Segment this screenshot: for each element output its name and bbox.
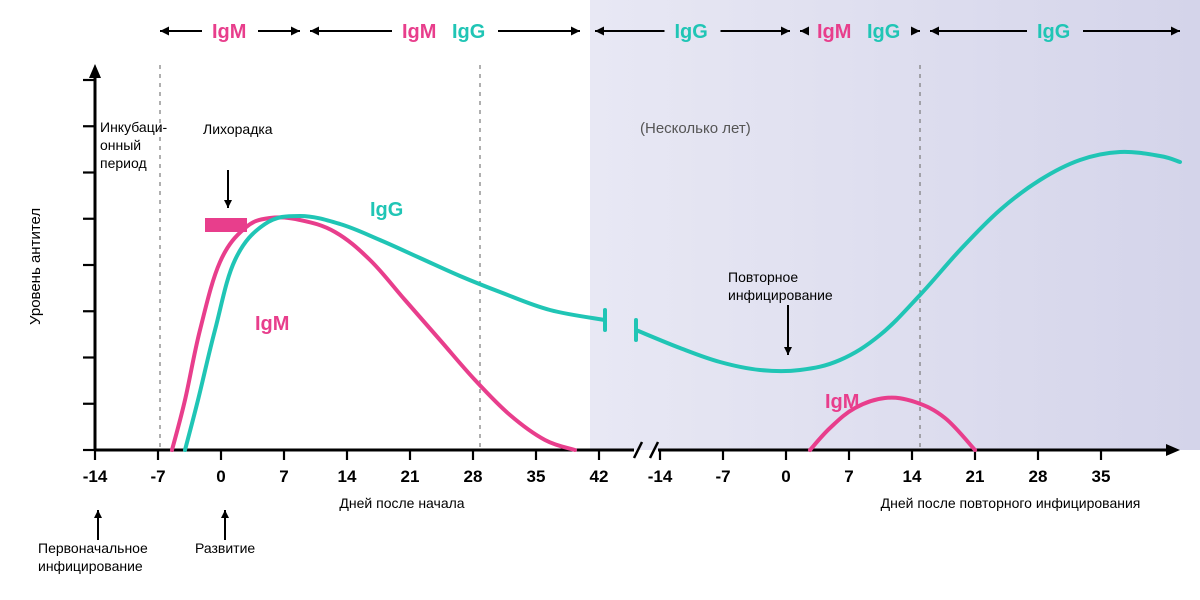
svg-text:IgG: IgG bbox=[370, 199, 403, 221]
svg-text:онный: онный bbox=[100, 137, 141, 153]
svg-text:Дней после начала: Дней после начала bbox=[339, 495, 464, 511]
svg-text:-7: -7 bbox=[150, 467, 165, 486]
svg-text:0: 0 bbox=[781, 467, 790, 486]
antibody-chart: IgM IgM IgG IgG IgM IgG IgG Уровень антител -14 -… bbox=[0, 0, 1200, 600]
svg-text:период: период bbox=[100, 155, 147, 171]
svg-text:инфицирование: инфицирование bbox=[728, 287, 833, 303]
svg-text:35: 35 bbox=[527, 467, 546, 486]
svg-text:35: 35 bbox=[1092, 467, 1111, 486]
svg-text:IgG: IgG bbox=[452, 21, 485, 43]
svg-text:IgM: IgM bbox=[817, 21, 851, 43]
svg-text:IgM: IgM bbox=[255, 313, 289, 335]
svg-text:7: 7 bbox=[844, 467, 853, 486]
svg-text:IgM: IgM bbox=[402, 21, 436, 43]
svg-text:инфицирование: инфицирование bbox=[38, 558, 143, 574]
svg-text:Первоначальное: Первоначальное bbox=[38, 540, 148, 556]
svg-text:IgM: IgM bbox=[825, 391, 859, 413]
svg-text:Развитие: Развитие bbox=[195, 540, 255, 556]
svg-text:14: 14 bbox=[903, 467, 922, 486]
svg-text:-14: -14 bbox=[648, 467, 673, 486]
svg-text:Инкубаци-: Инкубаци- bbox=[100, 119, 168, 135]
svg-text:28: 28 bbox=[464, 467, 483, 486]
svg-text:IgG: IgG bbox=[1037, 21, 1070, 43]
svg-text:IgG: IgG bbox=[867, 21, 900, 43]
svg-text:IgM: IgM bbox=[212, 21, 246, 43]
svg-text:Повторное: Повторное bbox=[728, 269, 798, 285]
svg-text:IgG: IgG bbox=[675, 21, 708, 43]
svg-text:28: 28 bbox=[1029, 467, 1048, 486]
svg-text:0: 0 bbox=[216, 467, 225, 486]
svg-text:(Несколько лет): (Несколько лет) bbox=[640, 120, 751, 137]
svg-text:7: 7 bbox=[279, 467, 288, 486]
svg-text:21: 21 bbox=[966, 467, 985, 486]
svg-text:-14: -14 bbox=[83, 467, 108, 486]
svg-text:Дней после повторного инфициро: Дней после повторного инфицирования bbox=[881, 495, 1141, 511]
svg-text:14: 14 bbox=[338, 467, 357, 486]
svg-text:Лихорадка: Лихорадка bbox=[203, 121, 273, 137]
svg-text:42: 42 bbox=[590, 467, 609, 486]
svg-text:-7: -7 bbox=[715, 467, 730, 486]
svg-text:21: 21 bbox=[401, 467, 420, 486]
svg-text:Уровень антител: Уровень антител bbox=[27, 208, 44, 325]
